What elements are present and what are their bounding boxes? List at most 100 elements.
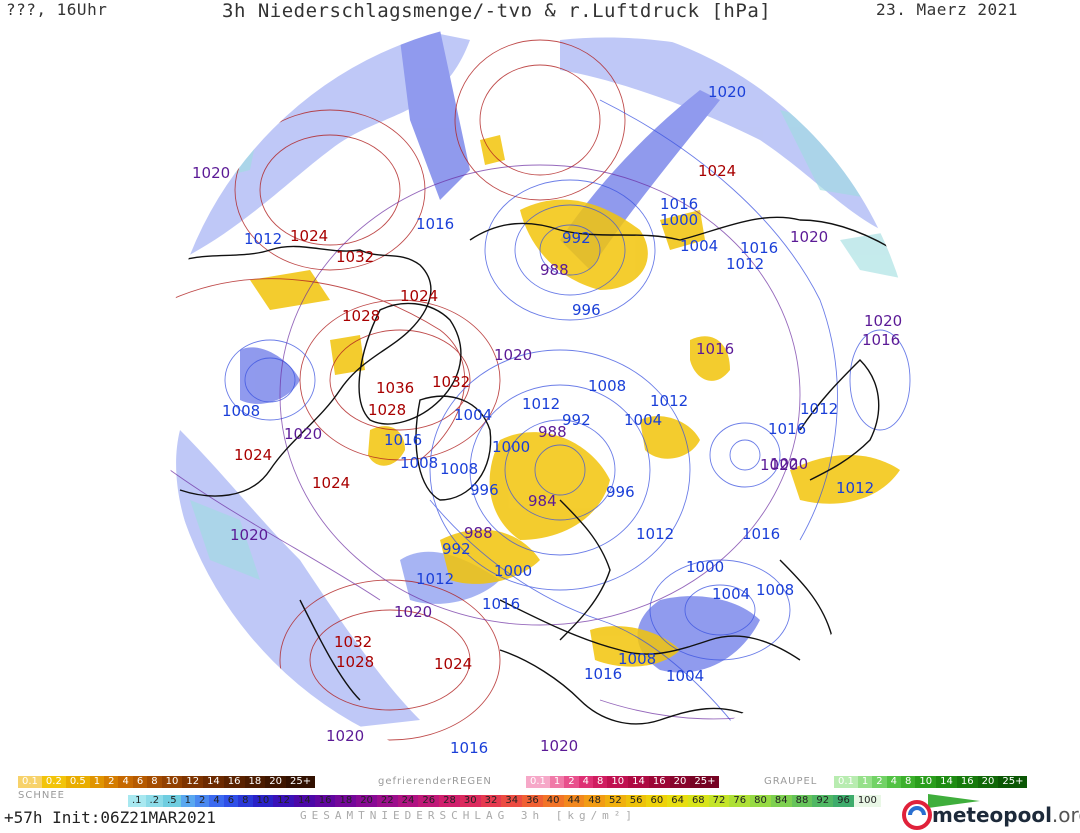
meteopool-logo[interactable]: meteopool.org xyxy=(902,800,1080,830)
isobar-label: 1000 xyxy=(660,211,698,229)
scale-step: 10 xyxy=(915,776,937,788)
scale-step: 16 xyxy=(956,776,978,788)
scale-step: 10 xyxy=(607,776,629,788)
scale-step: 1 xyxy=(549,776,565,788)
scale-step: 44 xyxy=(563,795,585,807)
isobar-label: 1016 xyxy=(384,431,422,449)
isobar-label: 992 xyxy=(562,229,591,247)
scale-step: 76 xyxy=(729,795,751,807)
scale-step: 25+ xyxy=(286,776,316,788)
isobar-label: 1032 xyxy=(336,248,374,266)
logo-icon xyxy=(902,800,932,830)
scale-step: 36 xyxy=(522,795,543,807)
scale-step: 0.1 xyxy=(834,776,858,788)
scale-step: 4 xyxy=(118,776,133,788)
isobar-label: 1024 xyxy=(234,446,272,464)
coastlines xyxy=(169,216,911,725)
isobar-label: 1012 xyxy=(522,395,560,413)
snow-scale: 0.1 0.2 0.5 1 2 4 6 8 10 12 14 16 18 20 25+ xyxy=(18,776,316,788)
isobar-label: 1004 xyxy=(624,411,662,429)
scale-step: 1 xyxy=(89,776,105,788)
scale-step: 8 xyxy=(593,776,608,788)
scale-step: 0.2 xyxy=(41,776,66,788)
scale-step: 40 xyxy=(542,795,564,807)
isobar-label: 1012 xyxy=(416,570,454,588)
isobar-label: 1028 xyxy=(342,307,380,325)
scale-step: 16 xyxy=(314,795,336,807)
scale-step: .2 xyxy=(145,795,164,807)
scale-step: 0.1 xyxy=(18,776,42,788)
isobar-label: 1008 xyxy=(222,402,260,420)
scale-step: 48 xyxy=(584,795,605,807)
total-precip-label: GESAMTNIEDERSCHLAG 3h [kg/m²] xyxy=(300,809,638,822)
isobar-label: 1016 xyxy=(660,195,698,213)
scale-step: 12 xyxy=(182,776,204,788)
scale-step: 10 xyxy=(252,795,274,807)
scale-step: 100 xyxy=(853,795,881,807)
isobar-label: 1020 xyxy=(494,346,532,364)
isobar-label: 1016 xyxy=(450,739,488,757)
isobar-label: 996 xyxy=(606,483,635,501)
scale-step: 12 xyxy=(273,795,294,807)
scale-step: 92 xyxy=(812,795,834,807)
scale-step: 88 xyxy=(791,795,813,807)
isobar-label: 1004 xyxy=(680,237,718,255)
graupel-scale: 0.1 1 2 4 8 10 14 16 20 25+ xyxy=(834,776,1028,788)
scale-step: 4 xyxy=(886,776,902,788)
isobar-label: 984 xyxy=(528,492,557,510)
isobar-label: 1004 xyxy=(712,585,750,603)
scale-step: 20 xyxy=(265,776,286,788)
scale-step: 20 xyxy=(356,795,377,807)
scale-arrow-icon xyxy=(928,794,980,808)
scale-step: 30 xyxy=(459,795,481,807)
scale-step: 80 xyxy=(750,795,771,807)
isobar-label: 1012 xyxy=(636,525,674,543)
scale-step: 2 xyxy=(104,776,119,788)
isobar-label: 1024 xyxy=(434,655,472,673)
freezing-rain-scale: 0.1 1 2 4 8 10 14 16 20 25+ xyxy=(526,776,720,788)
scale-step: 4 xyxy=(209,795,224,807)
isobar-label: 1012 xyxy=(244,230,282,248)
isobar-label: 1012 xyxy=(800,400,838,418)
scale-step: 14 xyxy=(936,776,957,788)
isobar-label: 988 xyxy=(538,423,567,441)
isobar-label: 1016 xyxy=(584,665,622,683)
scale-step: 34 xyxy=(501,795,523,807)
scale-step: 8 xyxy=(901,776,916,788)
isobar-label: 1008 xyxy=(588,377,626,395)
isobar-label: 988 xyxy=(540,261,569,279)
scale-step: 24 xyxy=(397,795,419,807)
isobar-label: 1016 xyxy=(696,340,734,358)
scale-step: 18 xyxy=(244,776,266,788)
isobar-label: 996 xyxy=(572,301,601,319)
isobar-label: 1020 xyxy=(230,526,268,544)
scale-step: 14 xyxy=(293,795,315,807)
isobar-label: 1012 xyxy=(726,255,764,273)
scale-step: 25+ xyxy=(998,776,1028,788)
scale-step: 18 xyxy=(335,795,357,807)
isobar-label: 1004 xyxy=(454,406,492,424)
scale-step: .1 xyxy=(128,795,146,807)
scale-step: 20 xyxy=(977,776,999,788)
snow-label: SCHNEE xyxy=(18,790,65,801)
isobar-label: 1020 xyxy=(394,603,432,621)
scale-step: 64 xyxy=(667,795,688,807)
scale-step: 16 xyxy=(648,776,670,788)
scale-step: 28 xyxy=(439,795,460,807)
total-precip-scale: .1.2.5 1 2 4 6 8 10 12 14 16 18 20 22 24 26 28 30 32 34 36 4… xyxy=(128,795,881,807)
scale-step: 84 xyxy=(770,795,792,807)
scale-step: 0.5 xyxy=(65,776,90,788)
isobars xyxy=(169,39,911,761)
scale-step: 10 xyxy=(161,776,183,788)
scale-step: 72 xyxy=(708,795,730,807)
scale-step: 6 xyxy=(223,795,239,807)
scale-step: 6 xyxy=(132,776,148,788)
isobar-label: 1016 xyxy=(768,420,806,438)
scale-step: 22 xyxy=(376,795,398,807)
isobar-label: 1008 xyxy=(440,460,478,478)
isobar-label: 1024 xyxy=(698,162,736,180)
isobar-label: 1008 xyxy=(400,454,438,472)
isobar-label: 996 xyxy=(470,481,499,499)
freezing-rain-label: gefrierenderREGEN xyxy=(378,776,492,787)
isobar-label: 1012 xyxy=(650,392,688,410)
